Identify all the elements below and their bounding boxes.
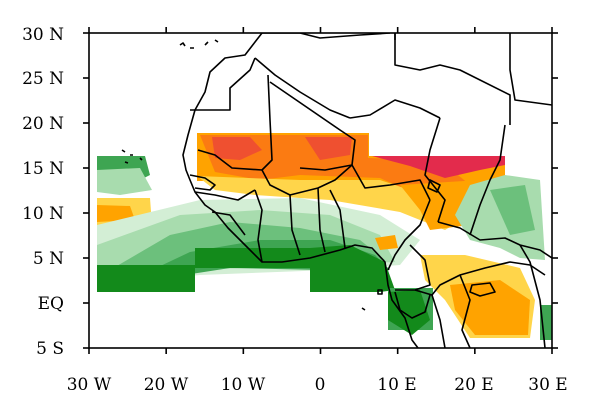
border-guinea	[194, 189, 256, 236]
sao-tome	[361, 307, 366, 311]
shaded-field	[97, 133, 552, 340]
lat-label-25n: 25 N	[22, 69, 64, 89]
lon-label-30e: 30 E	[528, 375, 567, 395]
lon-label-10e: 10 E	[377, 375, 416, 395]
lat-label-20n: 20 N	[22, 114, 64, 134]
lon-label-10w: 10 W	[221, 375, 266, 395]
border-egypt-sudan	[509, 33, 552, 106]
border-mali-algeria	[269, 81, 356, 171]
border-east	[519, 244, 546, 348]
shade-small-orange	[375, 235, 398, 250]
border-chad-sudan	[469, 124, 506, 236]
border-cameroon-car	[395, 244, 431, 291]
border-ghana-togo	[289, 187, 346, 256]
lat-label-10n: 10 N	[22, 204, 64, 224]
lon-label-20e: 20 E	[454, 375, 493, 395]
border-central-africa	[437, 221, 552, 259]
shade-red-orange	[212, 137, 262, 160]
shade-green-gabon	[388, 290, 430, 335]
lake-victoria	[469, 282, 496, 297]
shade-east-orange	[450, 280, 530, 335]
border-libya	[394, 33, 511, 125]
border-nigeria-cameroon	[387, 199, 431, 271]
lon-label-30w: 30 W	[67, 375, 112, 395]
islands-cape-verde	[121, 149, 143, 164]
border-burkina	[261, 164, 353, 196]
border-drc	[431, 274, 471, 348]
shade-red-orange-2	[305, 137, 352, 160]
shade-dark-green-west	[97, 265, 195, 292]
lat-label-15n: 15 N	[22, 159, 64, 179]
border-gabon	[394, 291, 431, 319]
shade-dark-green-east	[310, 245, 395, 292]
border-ivory	[254, 189, 263, 263]
border-mauritania-north	[210, 57, 256, 111]
lat-label-30n: 30 N	[22, 25, 64, 45]
lake-chad	[427, 179, 441, 193]
shade-atlantic-lightgreen	[97, 168, 152, 195]
lat-label-eq: EQ	[38, 294, 64, 314]
border-niger-chad	[424, 117, 446, 223]
border-niger-nigeria	[351, 164, 431, 201]
lat-label-5s: 5 S	[36, 339, 64, 359]
shade-atlantic-orange	[97, 205, 135, 222]
north-coast	[262, 33, 391, 39]
border-sahara-lines	[190, 33, 396, 111]
bioko-island	[377, 289, 383, 295]
lon-label-0: 0	[315, 375, 326, 395]
coastlines	[121, 33, 552, 348]
border-senegal	[189, 174, 216, 191]
axis-ticks	[83, 27, 558, 354]
border-morocco-algeria	[254, 57, 351, 119]
shade-yellow-north	[197, 176, 470, 230]
lat-label-5n: 5 N	[33, 249, 64, 269]
shade-dark-green-central	[195, 248, 310, 268]
border-congo	[414, 261, 546, 296]
islands-canary	[179, 39, 219, 49]
shade-red-core	[372, 156, 505, 178]
africa-coastline	[182, 33, 419, 348]
longitude-axis-labels: 30 W 20 W 10 W 0 10 E 20 E 30 E	[67, 375, 568, 395]
border-algeria-niger	[349, 99, 441, 119]
lon-label-20w: 20 W	[144, 375, 189, 395]
shade-east-mid-green	[490, 185, 535, 235]
latitude-axis-labels: 30 N 25 N 20 N 15 N 10 N 5 N EQ 5 S	[22, 25, 64, 359]
